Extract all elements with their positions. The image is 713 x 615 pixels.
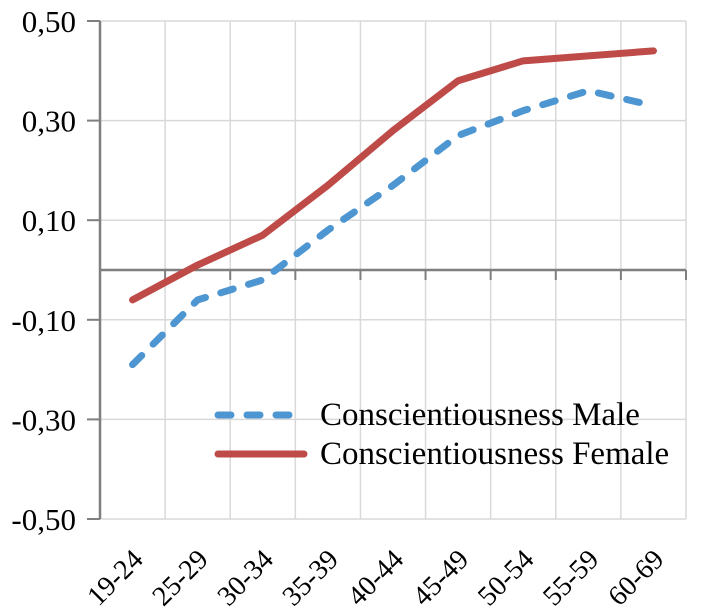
x-tick-label: 35-39: [277, 544, 345, 612]
x-tick-label: 45-49: [407, 544, 475, 612]
x-tick-label: 60-69: [602, 544, 670, 612]
legend-label-conscientiousness-female: Conscientiousness Female: [320, 436, 669, 472]
x-tick-label: 19-24: [81, 544, 149, 612]
y-tick-label: -0,50: [11, 502, 76, 537]
series-line-conscientiousness-male: [129, 87, 657, 369]
y-tick-label: 0,10: [22, 203, 76, 238]
x-tick-label: 30-34: [212, 544, 280, 612]
y-tick-label: -0,30: [11, 402, 76, 437]
series-line-conscientiousness-female: [129, 47, 657, 304]
legend-label-conscientiousness-male: Conscientiousness Male: [320, 397, 640, 433]
x-tick-label: 40-44: [342, 544, 410, 612]
x-tick-label: 50-54: [472, 544, 540, 612]
y-tick-label: 0,50: [22, 4, 76, 39]
x-tick-label: 55-59: [537, 544, 605, 612]
y-tick-label: 0,30: [22, 104, 76, 139]
y-tick-label: -0,10: [11, 303, 76, 338]
x-tick-label: 25-29: [147, 544, 215, 612]
